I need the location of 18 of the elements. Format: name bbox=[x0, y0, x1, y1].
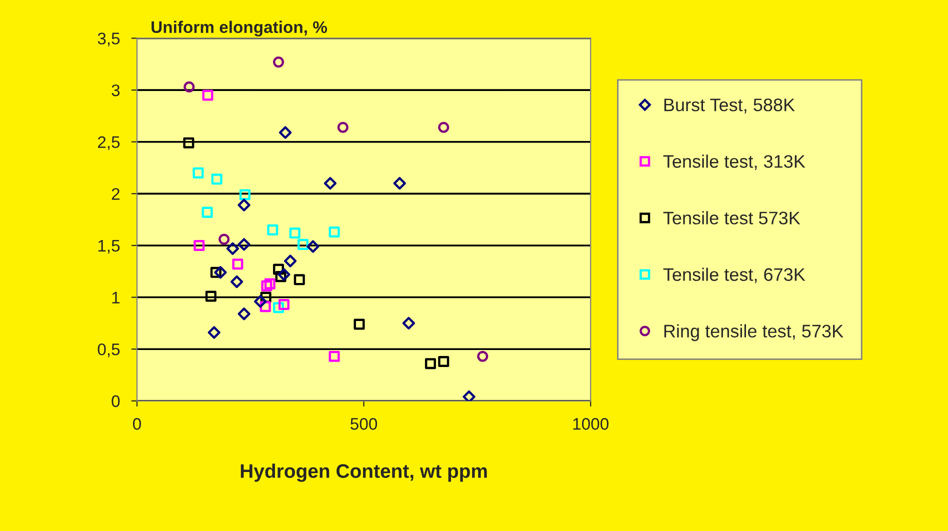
y-tick-label: 0,5 bbox=[98, 343, 120, 358]
x-tick-label: 0 bbox=[133, 418, 141, 430]
y-axis-title: Uniform elongation, % bbox=[152, 20, 328, 36]
legend-label: Tensile test 573K bbox=[663, 211, 800, 224]
y-tick-label: 0 bbox=[112, 395, 120, 408]
legend-label: Burst Test, 588K bbox=[664, 98, 795, 114]
y-tick-label: 1 bbox=[112, 292, 120, 304]
x-tick-label: 1000 bbox=[573, 418, 608, 430]
legend-label: Tensile test, 313K bbox=[663, 154, 806, 170]
y-tick-label: 2 bbox=[112, 188, 120, 200]
y-tick-label: 3,5 bbox=[98, 32, 120, 46]
y-tick-label: 1,5 bbox=[98, 240, 120, 254]
legend-label: Ring tensile test, 573K bbox=[664, 324, 844, 342]
y-tick-label: 2,5 bbox=[98, 136, 120, 150]
x-axis-title: Hydrogen Content, wt ppm bbox=[240, 464, 487, 482]
y-tick-label: 3 bbox=[112, 84, 120, 96]
x-tick-label: 500 bbox=[350, 418, 378, 430]
legend-label: Tensile test, 673K bbox=[663, 268, 806, 284]
